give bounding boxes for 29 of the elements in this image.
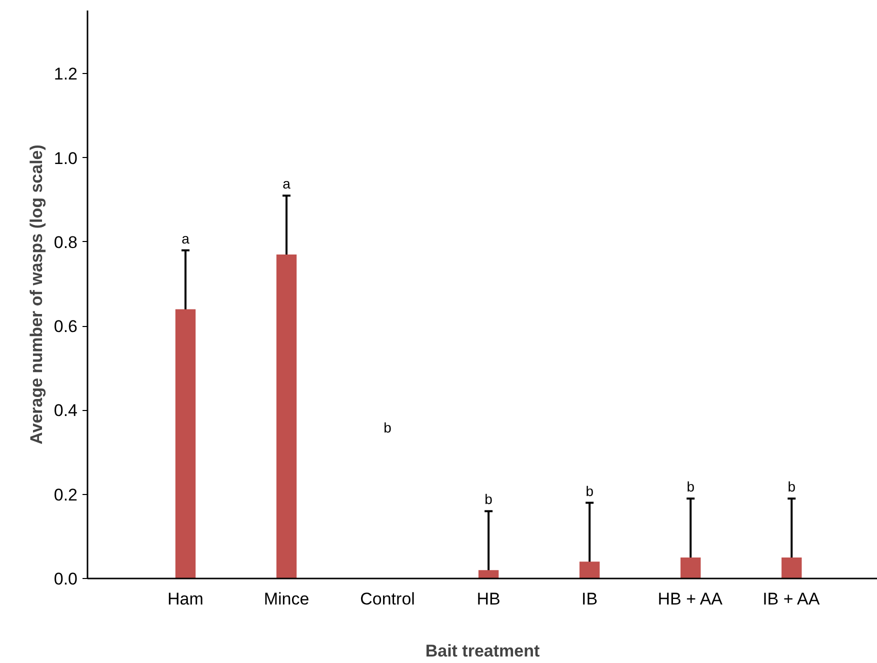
annotation: b — [484, 491, 493, 508]
x-tick-label: IB — [582, 590, 598, 608]
annotation: b — [788, 478, 796, 495]
x-tick-label: Mince — [264, 590, 310, 608]
y-tick-label: 0.6 — [54, 317, 78, 336]
annotation: b — [384, 420, 392, 436]
bar — [579, 562, 600, 578]
y-tick-label: 0.8 — [54, 232, 78, 252]
y-axis-title: Average number of wasps (log scale) — [26, 144, 46, 444]
y-tick-label: 1.0 — [54, 148, 78, 168]
bar — [478, 570, 499, 578]
bar — [175, 309, 196, 578]
y-tick-label: 0.4 — [54, 401, 78, 420]
annotation: a — [282, 176, 291, 192]
x-tick-label: Control — [360, 590, 415, 608]
annotation: a — [182, 230, 190, 246]
x-tick-label: HB + AA — [658, 590, 724, 608]
y-tick-label: 0.2 — [54, 485, 78, 504]
y-tick-label: 0.0 — [54, 570, 78, 588]
bar — [782, 557, 802, 578]
y-tick-label: 1.2 — [54, 64, 78, 84]
annotation: b — [586, 482, 594, 499]
annotation: b — [686, 478, 695, 495]
bar — [276, 254, 297, 578]
x-tick-label: HB — [476, 590, 500, 608]
x-tick-label: Ham — [168, 590, 204, 608]
x-tick-label: IB + AA — [762, 590, 820, 608]
x-axis-title: Bait treatment — [425, 642, 540, 660]
bar — [680, 557, 701, 578]
